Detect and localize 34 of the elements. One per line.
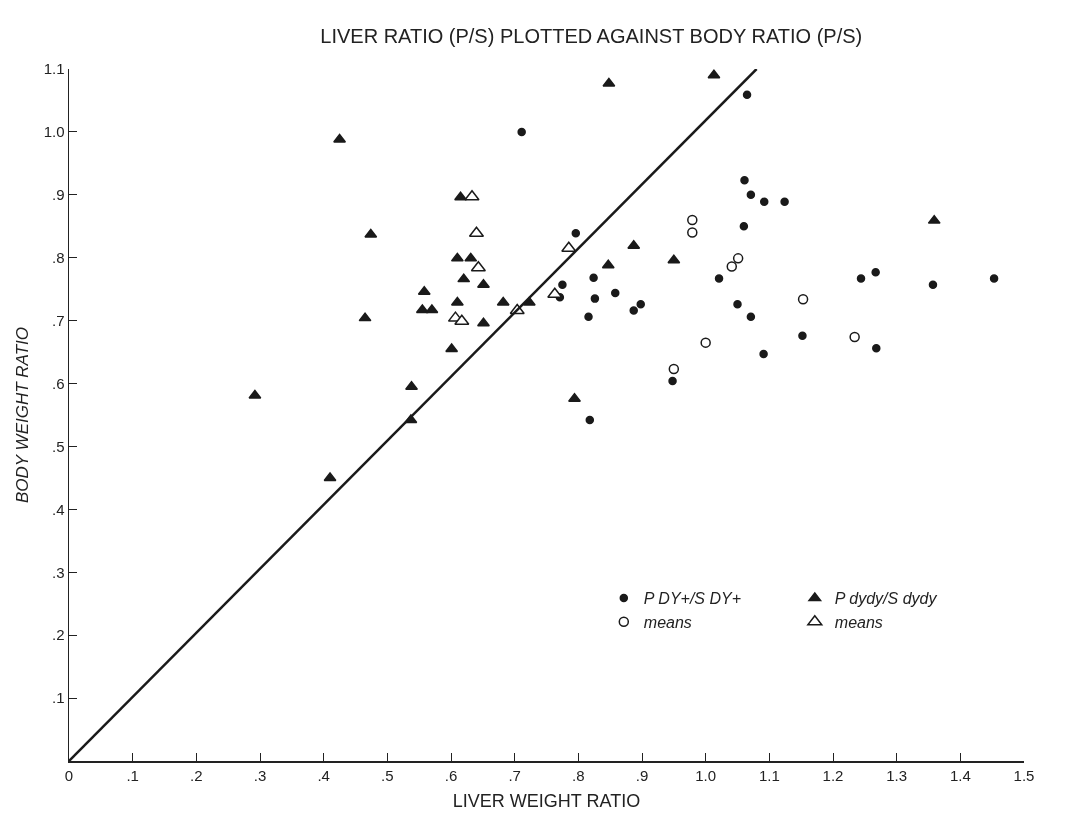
x-tick-label: .7 — [508, 766, 521, 784]
y-tick-label: .6 — [51, 374, 65, 392]
x-tick-label: .1 — [126, 766, 139, 784]
x-tick-label: 1.4 — [949, 766, 971, 784]
y-tick-label: .8 — [51, 248, 65, 266]
y-tick-label: .7 — [51, 311, 65, 329]
legend-label: P dydy/S dydy — [834, 590, 938, 608]
legend-label: means — [643, 614, 692, 632]
x-tick-label: .2 — [190, 766, 203, 784]
x-tick-label: 0 — [64, 766, 74, 784]
y-tick-label: .1 — [51, 689, 65, 707]
y-tick-label: .3 — [51, 563, 65, 581]
x-tick-label: 1.3 — [886, 766, 908, 784]
x-tick-label: 1.2 — [822, 766, 844, 784]
x-tick-label: .8 — [572, 766, 585, 784]
y-tick-label: 1.0 — [43, 123, 65, 141]
x-axis-title: LIVER WEIGHT RATIO — [452, 791, 641, 812]
x-tick-label: 1.0 — [695, 766, 717, 784]
x-tick-label: 1.1 — [758, 766, 780, 784]
legend-label: P DY+/S DY+ — [643, 590, 742, 608]
x-tick-label: .4 — [317, 766, 330, 784]
x-tick-label: 1.5 — [1013, 766, 1035, 784]
x-tick-label: .6 — [444, 766, 458, 784]
y-tick-label: .4 — [51, 500, 65, 518]
chart-title: LIVER RATIO (P/S) PLOTTED AGAINST BODY RATIO (P/S) — [320, 25, 863, 48]
y-tick-label: .9 — [51, 186, 65, 204]
x-tick-label: .5 — [381, 766, 394, 784]
legend-label: means — [834, 614, 883, 632]
y-tick-label: .2 — [51, 626, 65, 644]
y-tick-label: .5 — [51, 437, 65, 455]
x-tick-label: .9 — [635, 766, 649, 784]
y-axis-title: BODY WEIGHT RATIO — [13, 327, 33, 503]
y-tick-label: 1.1 — [43, 60, 65, 78]
x-tick-label: .3 — [253, 766, 267, 784]
